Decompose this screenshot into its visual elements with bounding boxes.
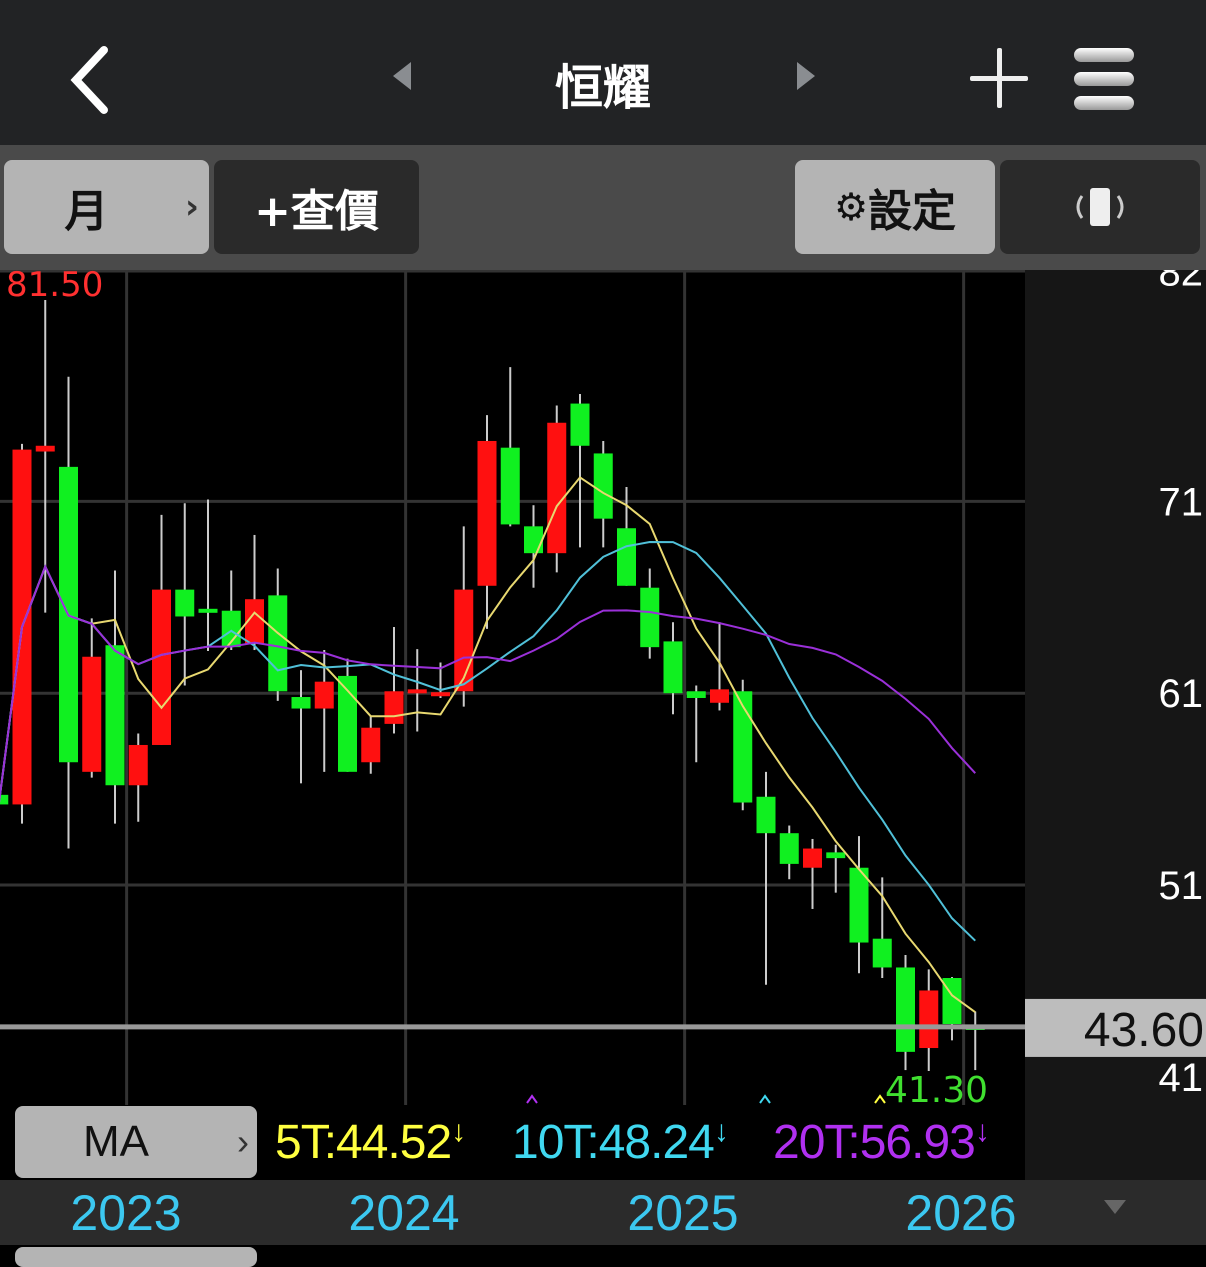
hamburger-icon[interactable]	[1074, 48, 1134, 110]
candle-down	[756, 796, 776, 834]
y-tick-label: 82	[1159, 270, 1204, 294]
scroll-down-icon[interactable]	[1104, 1200, 1126, 1214]
year-label: 2023	[70, 1185, 182, 1241]
header: 恒耀	[0, 0, 1206, 145]
ma-button[interactable]: MA ›	[15, 1106, 257, 1178]
chevron-left-icon[interactable]	[62, 40, 122, 120]
chevron-right-icon: ›	[184, 187, 199, 227]
ma10-legend: 10T:48.24↓	[512, 1115, 729, 1169]
page-title: 恒耀	[554, 60, 651, 116]
plus-icon[interactable]	[970, 48, 1030, 108]
candle-down	[640, 587, 660, 648]
ma20-legend: 20T:56.93↓	[773, 1115, 990, 1169]
candle-down	[338, 675, 357, 772]
ma-line-5T	[0, 476, 976, 1013]
triangle-left-icon[interactable]	[393, 62, 411, 90]
ma-line-20T	[0, 564, 976, 803]
y-tick-label: 41	[1159, 1056, 1204, 1100]
candle-down	[221, 610, 241, 648]
candle-up	[35, 445, 55, 452]
candle-down	[198, 608, 218, 613]
candle-up	[919, 990, 939, 1049]
y-tick-label: 71	[1159, 480, 1204, 524]
y-tick-label: 61	[1159, 672, 1204, 716]
candle-up	[82, 656, 102, 772]
candle-down	[849, 867, 869, 943]
candle-down	[500, 447, 520, 525]
candle-up	[547, 422, 567, 554]
arrow-down-icon: ↓	[451, 1115, 466, 1148]
candle-down	[291, 697, 311, 709]
candle-up	[407, 689, 427, 694]
ma-cross-marker	[759, 1094, 771, 1104]
rotate-screen-icon	[1076, 188, 1124, 226]
ma-label: MA	[83, 1117, 149, 1166]
year-label: 2024	[348, 1185, 460, 1241]
chevron-right-icon: ›	[237, 1121, 249, 1162]
triangle-right-icon[interactable]	[797, 62, 815, 90]
candle-down	[779, 833, 799, 864]
ma-cross-marker	[874, 1094, 886, 1104]
candle-down	[175, 589, 195, 617]
ma-cross-marker	[526, 1094, 538, 1104]
min-price-label: 41.30	[885, 1070, 988, 1105]
settings-label: 設定	[868, 186, 957, 237]
candle-down	[686, 691, 706, 698]
candle-up	[245, 599, 264, 644]
candle-up	[314, 681, 334, 709]
query-price-button[interactable]: +查價	[214, 160, 419, 254]
last-price-box	[1025, 998, 1206, 1057]
ma5-legend: 5T:44.52↓	[275, 1115, 466, 1169]
candle-up	[128, 744, 148, 786]
y-tick-label: 51	[1159, 864, 1204, 908]
candle-down	[268, 595, 288, 692]
gear-icon: ⚙	[833, 185, 869, 229]
settings-button[interactable]: ⚙ 設定	[795, 160, 995, 254]
time-axis: 2023 2024 2025 2026	[0, 1180, 1206, 1245]
candle-down	[733, 691, 753, 803]
candle-up	[361, 727, 381, 763]
query-price-label: +查價	[254, 186, 379, 237]
candle-down	[593, 453, 613, 519]
candle-up	[477, 440, 497, 586]
max-price-label: 81.50	[6, 270, 103, 305]
rotate-screen-button[interactable]	[1000, 160, 1200, 254]
candle-down	[617, 528, 636, 586]
candle-down	[663, 641, 683, 694]
year-label: 2025	[627, 1185, 739, 1241]
period-button[interactable]: 月 ›	[4, 160, 209, 254]
candle-up	[710, 689, 729, 703]
candle-down	[105, 645, 125, 786]
ma-legend-bar: MA › 5T:44.52↓ 10T:48.24↓ 20T:56.93↓	[0, 1105, 1025, 1180]
candle-down	[570, 403, 590, 446]
period-label: 月	[64, 186, 109, 237]
toolbar: 月 › +查價 ⚙ 設定	[0, 145, 1206, 270]
year-label: 2026	[905, 1185, 1017, 1241]
candle-down	[0, 794, 9, 805]
candle-down	[524, 526, 543, 554]
arrow-down-icon: ↓	[974, 1115, 990, 1148]
candle-up	[152, 589, 171, 745]
last-price-label: 43.60	[1084, 1004, 1204, 1057]
candle-down	[896, 967, 915, 1052]
arrow-down-icon: ↓	[713, 1115, 729, 1148]
candle-up	[803, 848, 822, 868]
candle-down	[872, 938, 892, 968]
bottom-tab-button[interactable]	[15, 1247, 257, 1267]
candle-up	[384, 691, 404, 724]
candle-down	[826, 852, 846, 859]
candle-up	[431, 692, 450, 697]
